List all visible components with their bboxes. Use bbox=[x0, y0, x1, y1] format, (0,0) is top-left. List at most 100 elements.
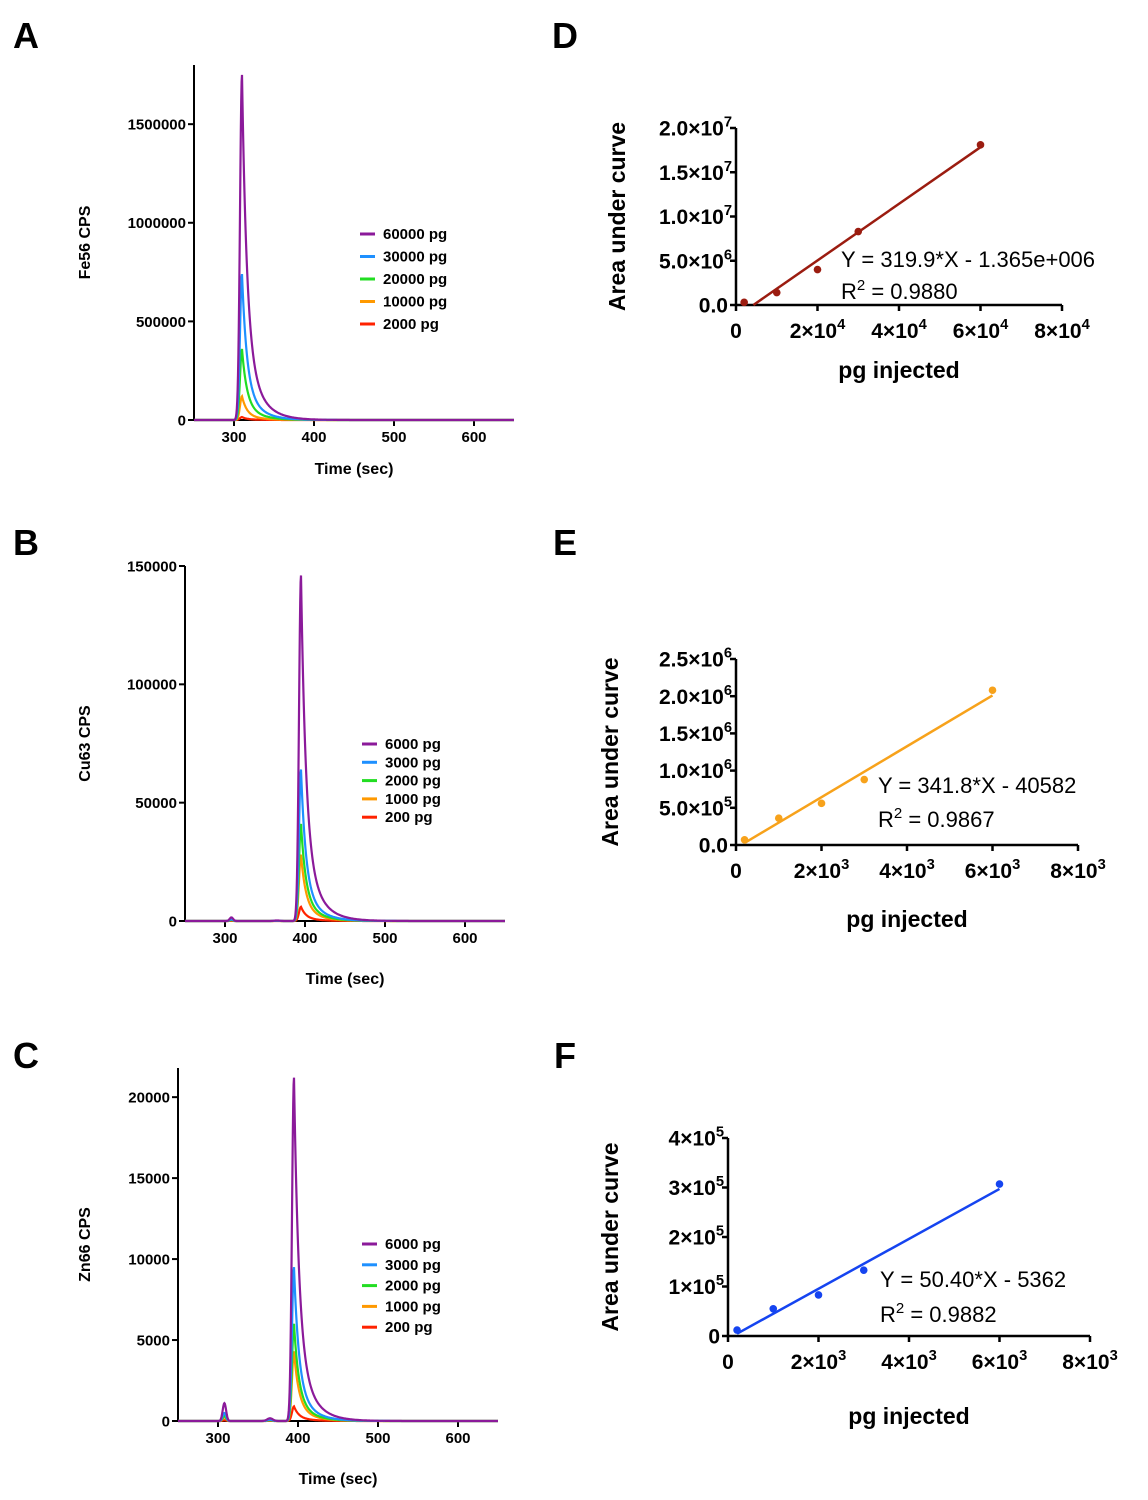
panel-label: B bbox=[13, 522, 39, 563]
y-tick-label: 4×105 bbox=[669, 1125, 724, 1151]
tick-base: 1.5×10 bbox=[659, 162, 724, 185]
series-line-2000pg bbox=[185, 823, 505, 923]
y-tick-label: 3×105 bbox=[669, 1174, 724, 1200]
legend-label: 20000 pg bbox=[383, 271, 447, 288]
data-point bbox=[772, 288, 781, 297]
x-tick-label: 6×103 bbox=[972, 1348, 1027, 1374]
data-point bbox=[774, 814, 783, 823]
legend-label: 200 pg bbox=[385, 1319, 433, 1336]
y-axis-title: Fe56 CPS bbox=[77, 205, 94, 279]
y-tick-label: 1.0×106 bbox=[659, 757, 732, 783]
y-tick-label: 15000 bbox=[128, 1171, 170, 1188]
y-tick-label: 0 bbox=[178, 412, 186, 429]
tick-exponent: 3 bbox=[841, 857, 849, 873]
tick-base: 0 bbox=[730, 320, 742, 343]
tick-base: 1.5×10 bbox=[659, 723, 724, 746]
y-tick-label: 0 bbox=[708, 1326, 720, 1349]
tick-base: 1×10 bbox=[669, 1276, 716, 1299]
fit-equation: Y = 341.8*X - 40582 bbox=[878, 773, 1076, 798]
tick-exponent: 5 bbox=[716, 1224, 724, 1240]
tick-exponent: 5 bbox=[716, 1273, 724, 1289]
tick-base: 4×10 bbox=[669, 1128, 716, 1151]
y-axis-title: Area under curve bbox=[597, 657, 623, 846]
x-tick-label: 0 bbox=[730, 860, 742, 883]
x-tick-label: 400 bbox=[301, 429, 326, 446]
legend-label: 200 pg bbox=[385, 809, 433, 826]
legend-label: 10000 pg bbox=[383, 294, 447, 311]
r2-value: = 0.9882 bbox=[904, 1302, 996, 1327]
tick-exponent: 6 bbox=[724, 247, 732, 263]
fit-line bbox=[736, 1187, 1001, 1335]
legend-label: 2000 pg bbox=[385, 773, 441, 790]
x-tick-label: 2×103 bbox=[791, 1348, 846, 1374]
series-line-60000pg bbox=[194, 74, 514, 422]
series-line-20000pg bbox=[194, 348, 514, 422]
tick-base: 2×10 bbox=[791, 1351, 838, 1374]
tick-exponent: 6 bbox=[724, 646, 732, 662]
panel-label: D bbox=[552, 15, 578, 56]
data-point bbox=[813, 265, 822, 274]
tick-base: 8×10 bbox=[1034, 320, 1081, 343]
tick-exponent: 4 bbox=[837, 317, 846, 333]
tick-base: 3×10 bbox=[669, 1177, 716, 1200]
fit-equation: Y = 319.9*X - 1.365e+006 bbox=[841, 247, 1095, 272]
tick-base: 5.0×10 bbox=[659, 797, 724, 820]
tick-exponent: 3 bbox=[929, 1348, 937, 1364]
data-point bbox=[740, 298, 748, 307]
fit-line bbox=[752, 146, 982, 307]
tick-base: 6×10 bbox=[972, 1351, 1019, 1374]
panel-label: E bbox=[553, 522, 577, 563]
y-tick-label: 20000 bbox=[128, 1090, 170, 1107]
legend-label: 6000 pg bbox=[385, 736, 441, 753]
series-line-6000pg bbox=[178, 1077, 498, 1423]
x-tick-label: 2×103 bbox=[794, 857, 849, 883]
data-point bbox=[976, 141, 985, 149]
legend-label: 1000 pg bbox=[385, 1298, 441, 1315]
series-line-6000pg bbox=[185, 575, 505, 923]
x-tick-label: 300 bbox=[205, 1430, 230, 1447]
data-point bbox=[814, 1291, 823, 1299]
data-point bbox=[995, 1180, 1004, 1188]
y-tick-label: 1.5×106 bbox=[659, 720, 732, 746]
x-axis-title: pg injected bbox=[838, 357, 959, 383]
tick-base: 6×10 bbox=[965, 860, 1012, 883]
x-tick-label: 300 bbox=[212, 930, 237, 947]
tick-base: 2×10 bbox=[794, 860, 841, 883]
tick-base: 0 bbox=[722, 1351, 734, 1374]
tick-exponent: 3 bbox=[1012, 857, 1020, 873]
data-point bbox=[733, 1326, 741, 1334]
y-axis-title: Zn66 CPS bbox=[77, 1207, 94, 1282]
y-tick-label: 500000 bbox=[136, 314, 186, 331]
y-tick-label: 2.0×107 bbox=[659, 115, 732, 141]
tick-base: 4×10 bbox=[881, 1351, 928, 1374]
x-tick-label: 600 bbox=[445, 1430, 470, 1447]
y-tick-label: 0.0 bbox=[699, 835, 728, 858]
fit-line bbox=[743, 694, 994, 845]
x-tick-label: 400 bbox=[285, 1430, 310, 1447]
y-tick-label: 2×105 bbox=[669, 1224, 724, 1250]
data-point bbox=[860, 775, 869, 784]
y-axis-title: Area under curve bbox=[597, 1142, 623, 1331]
r2-value: = 0.9880 bbox=[865, 279, 957, 304]
chart-A: 0 500000 1000000 1500000 300 400 500 600 Time (s… bbox=[77, 65, 514, 478]
legend-label: 3000 pg bbox=[385, 1257, 441, 1274]
r2-exponent: 2 bbox=[857, 277, 865, 294]
x-axis-title: Time (sec) bbox=[299, 1471, 378, 1488]
x-axis-title: Time (sec) bbox=[306, 971, 385, 988]
tick-base: 1.0×10 bbox=[659, 760, 724, 783]
legend-label: 2000 pg bbox=[383, 316, 439, 333]
tick-exponent: 3 bbox=[927, 857, 935, 873]
tick-exponent: 3 bbox=[838, 1348, 846, 1364]
tick-exponent: 5 bbox=[724, 794, 732, 810]
y-tick-label: 150000 bbox=[127, 558, 177, 575]
y-tick-label: 2.5×106 bbox=[659, 646, 732, 672]
x-tick-label: 8×104 bbox=[1034, 317, 1090, 343]
tick-base: 2.5×10 bbox=[659, 649, 724, 672]
chart-C: 0 5000 10000 15000 20000 300 400 500 600 Time (se… bbox=[77, 1068, 498, 1488]
tick-exponent: 3 bbox=[1098, 857, 1106, 873]
tick-base: 8×10 bbox=[1062, 1351, 1109, 1374]
legend-label: 30000 pg bbox=[383, 249, 447, 266]
